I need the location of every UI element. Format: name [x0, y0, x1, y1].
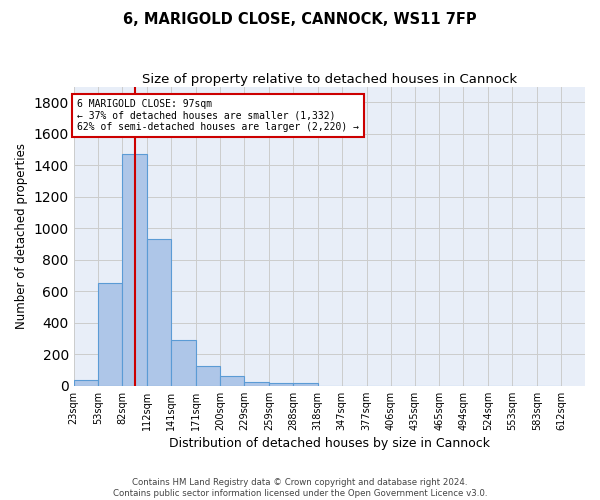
Bar	[122, 154, 148, 386]
Bar	[220, 376, 244, 386]
X-axis label: Distribution of detached houses by size in Cannock: Distribution of detached houses by size …	[169, 437, 490, 450]
Bar	[293, 384, 318, 386]
Text: Contains HM Land Registry data © Crown copyright and database right 2024.
Contai: Contains HM Land Registry data © Crown c…	[113, 478, 487, 498]
Bar	[196, 366, 220, 386]
Bar	[148, 238, 171, 386]
Title: Size of property relative to detached houses in Cannock: Size of property relative to detached ho…	[142, 72, 517, 86]
Y-axis label: Number of detached properties: Number of detached properties	[15, 143, 28, 329]
Text: 6 MARIGOLD CLOSE: 97sqm
← 37% of detached houses are smaller (1,332)
62% of semi: 6 MARIGOLD CLOSE: 97sqm ← 37% of detache…	[77, 100, 359, 132]
Bar	[244, 382, 269, 386]
Bar	[98, 284, 122, 386]
Bar	[269, 384, 293, 386]
Text: 6, MARIGOLD CLOSE, CANNOCK, WS11 7FP: 6, MARIGOLD CLOSE, CANNOCK, WS11 7FP	[123, 12, 477, 28]
Bar	[74, 380, 98, 386]
Bar	[171, 340, 196, 386]
